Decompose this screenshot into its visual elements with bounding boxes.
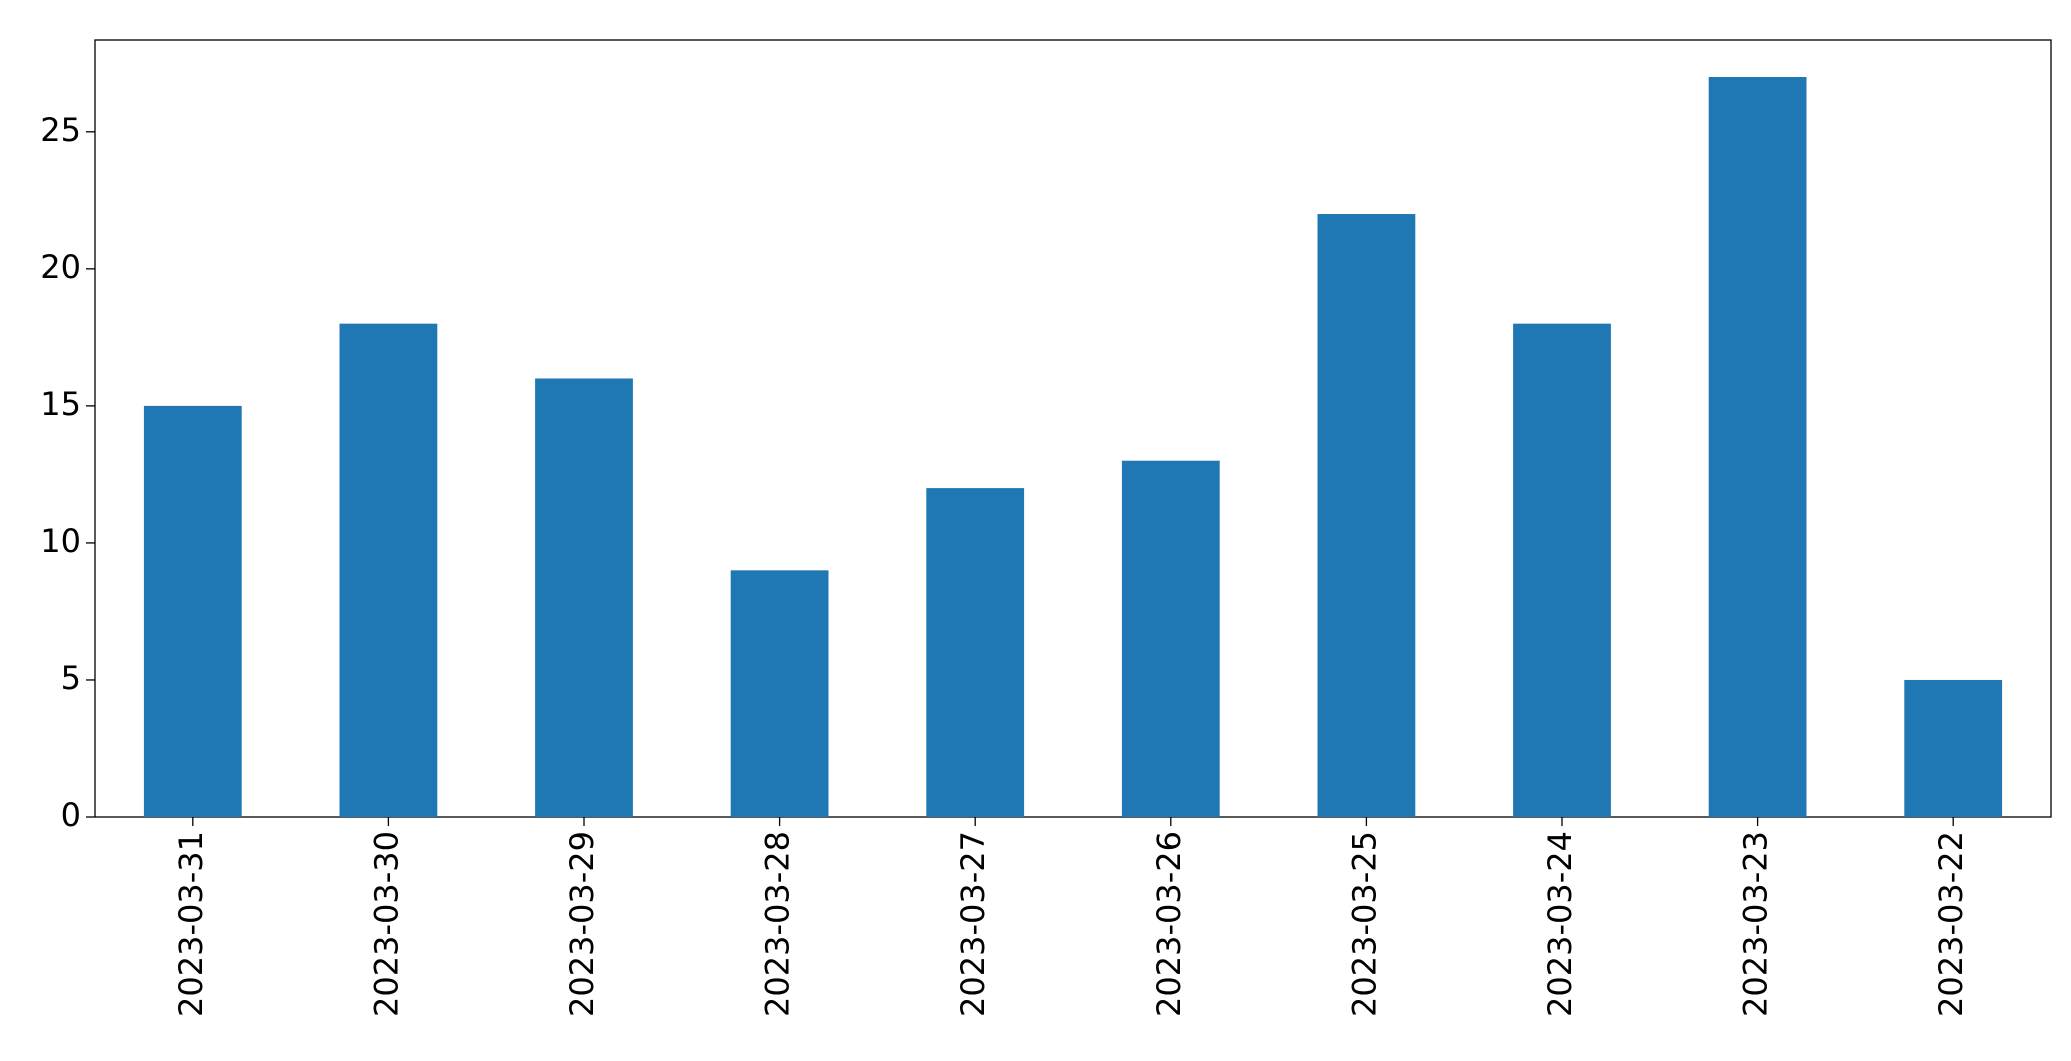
bar bbox=[1317, 214, 1416, 817]
x-tick-label: 2023-03-29 bbox=[563, 831, 601, 1017]
bar bbox=[339, 323, 438, 817]
x-tick-label: 2023-03-28 bbox=[759, 831, 797, 1017]
x-tick-label: 2023-03-23 bbox=[1737, 831, 1775, 1017]
y-tick-label: 10 bbox=[40, 522, 81, 560]
x-tick-label: 2023-03-27 bbox=[954, 831, 992, 1017]
bar bbox=[535, 378, 633, 817]
x-tick-label: 2023-03-24 bbox=[1541, 831, 1579, 1017]
y-tick-label: 5 bbox=[61, 659, 81, 697]
x-tick-label: 2023-03-22 bbox=[1932, 831, 1970, 1017]
bar bbox=[926, 488, 1025, 817]
x-tick-label: 2023-03-26 bbox=[1150, 831, 1188, 1017]
y-tick-label: 0 bbox=[61, 796, 81, 834]
y-tick-label: 25 bbox=[40, 111, 81, 149]
x-tick-label: 2023-03-30 bbox=[367, 831, 405, 1017]
bar bbox=[1513, 323, 1611, 817]
x-tick-label: 2023-03-25 bbox=[1345, 831, 1383, 1017]
bar bbox=[143, 405, 242, 817]
bar bbox=[730, 570, 829, 817]
bar bbox=[1708, 77, 1807, 817]
y-tick-label: 15 bbox=[40, 385, 81, 423]
x-tick-label: 2023-03-31 bbox=[172, 831, 210, 1017]
y-tick-label: 20 bbox=[40, 248, 81, 286]
plot-frame bbox=[94, 39, 2052, 818]
bar bbox=[1121, 460, 1220, 817]
bar bbox=[1904, 679, 2003, 817]
